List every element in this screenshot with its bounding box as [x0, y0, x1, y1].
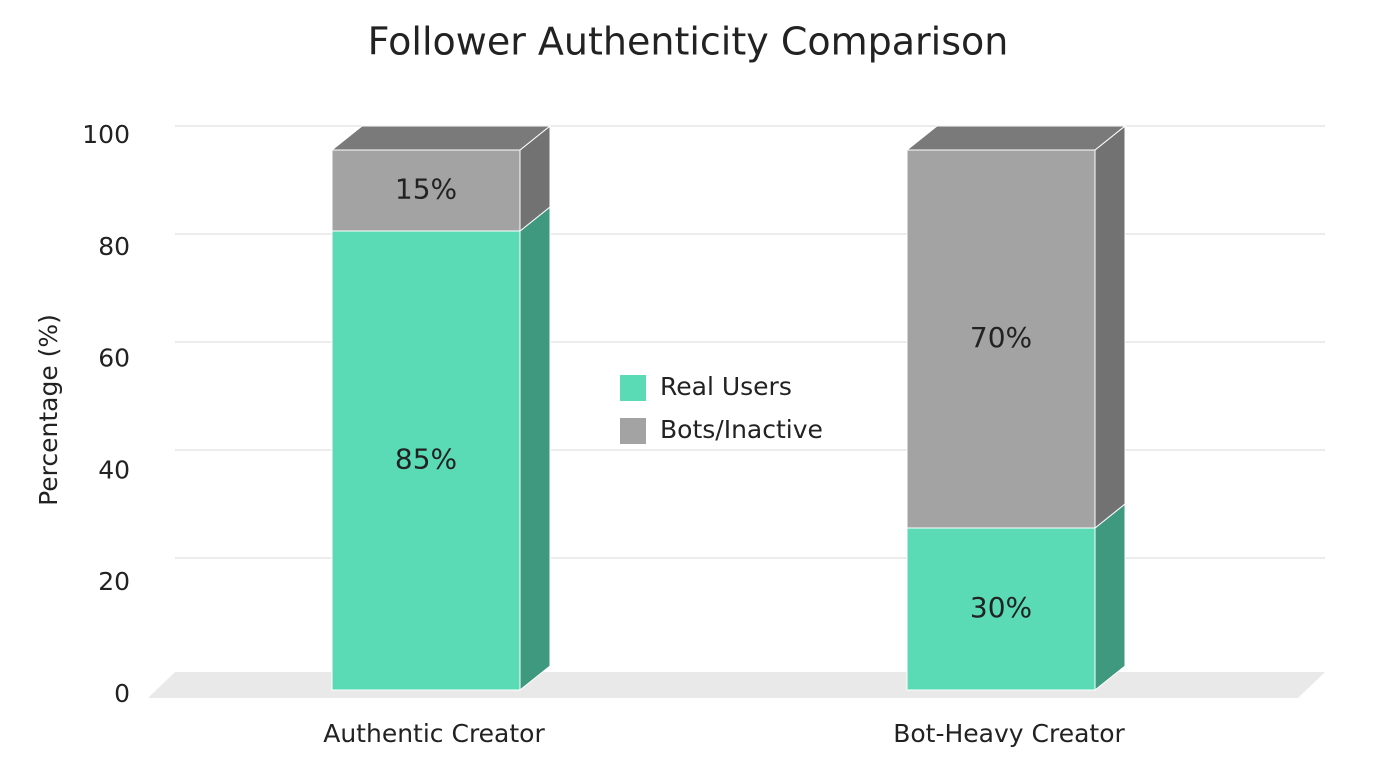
x-tick-label: Bot-Heavy Creator [893, 719, 1125, 748]
legend-swatch [620, 418, 646, 444]
y-axis-label: Percentage (%) [34, 314, 63, 506]
legend-label: Real Users [660, 372, 792, 401]
value-label: 85% [395, 443, 457, 476]
value-label: 30% [970, 591, 1032, 624]
legend-label: Bots/Inactive [660, 415, 823, 444]
y-tick-label: 100 [82, 120, 130, 149]
bar-segment [906, 527, 1096, 691]
floor [148, 672, 1325, 698]
bar-segment [331, 230, 521, 691]
bar-side [1094, 502, 1126, 692]
bar-top [330, 125, 552, 151]
y-tick-label: 80 [98, 232, 130, 261]
chart-title: Follower Authenticity Comparison [368, 20, 1009, 64]
bar-side [519, 205, 551, 692]
x-tick-label: Authentic Creator [323, 719, 545, 748]
value-label: 15% [395, 173, 457, 206]
y-tick-label: 20 [98, 567, 130, 596]
y-tick-label: 40 [98, 455, 130, 484]
bar-segment [331, 149, 521, 232]
bar-top [905, 125, 1127, 151]
y-tick-label: 60 [98, 344, 130, 373]
y-tick-label: 0 [114, 679, 130, 708]
value-label: 70% [970, 321, 1032, 354]
bar-side [1094, 124, 1126, 530]
legend-swatch [620, 375, 646, 401]
